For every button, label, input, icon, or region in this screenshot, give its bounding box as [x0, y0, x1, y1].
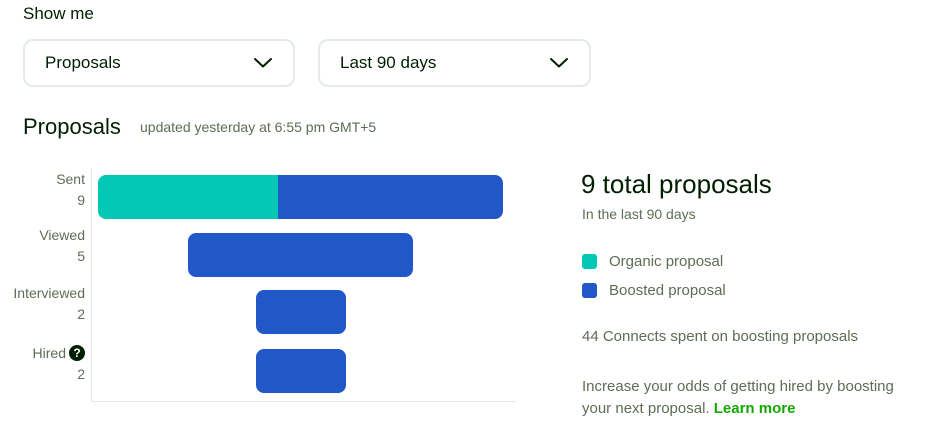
stage-label-hired: Hired? 2	[33, 343, 85, 385]
stage-label-interviewed: Interviewed 2	[13, 283, 85, 325]
funnel-bar-sent	[98, 175, 503, 219]
stage-name: Interviewed	[13, 285, 85, 301]
show-me-heading: Show me	[23, 4, 94, 23]
boosted-segment	[188, 233, 413, 277]
boosted-segment	[255, 290, 346, 334]
stage-label-viewed: Viewed 5	[39, 225, 85, 267]
stage-name: Sent	[56, 171, 85, 187]
date-range-select[interactable]: Last 90 days	[318, 39, 591, 87]
proposal-type-select-value: Proposals	[45, 53, 121, 72]
chevron-down-icon	[549, 53, 569, 73]
boost-promo-text: Increase your odds of getting hired by b…	[582, 378, 894, 417]
chart-axis-left	[91, 168, 92, 401]
boosted-segment	[278, 175, 503, 219]
proposals-funnel-chart: Sent 9 Viewed 5 Interviewed 2 Hired? 2	[0, 160, 540, 410]
chevron-down-icon	[253, 53, 273, 73]
boosted-segment	[255, 349, 346, 393]
section-title: Proposals	[23, 114, 121, 139]
legend-boosted-label: Boosted proposal	[609, 282, 726, 299]
funnel-bar-viewed	[188, 233, 413, 277]
proposal-type-select[interactable]: Proposals	[23, 39, 295, 87]
legend-boosted: Boosted proposal	[582, 282, 726, 299]
stage-label-sent: Sent 9	[56, 169, 85, 211]
funnel-bar-interviewed	[255, 290, 346, 334]
total-proposals-subtitle: In the last 90 days	[582, 206, 696, 222]
stage-count: 2	[77, 306, 85, 322]
connects-spent-text: 44 Connects spent on boosting proposals	[582, 328, 859, 345]
funnel-bar-hired	[255, 349, 346, 393]
boost-promo: Increase your odds of getting hired by b…	[582, 376, 927, 420]
legend-organic: Organic proposal	[582, 253, 723, 270]
total-proposals-title: 9 total proposals	[581, 169, 772, 199]
question-circle-icon[interactable]: ?	[69, 345, 85, 361]
stage-name: Viewed	[39, 227, 85, 243]
boosted-swatch	[582, 283, 597, 298]
chart-axis-bottom	[91, 401, 516, 402]
stage-count: 9	[77, 192, 85, 208]
stage-count: 2	[77, 366, 85, 382]
date-range-select-value: Last 90 days	[340, 53, 437, 72]
legend-organic-label: Organic proposal	[609, 253, 724, 270]
learn-more-link[interactable]: Learn more	[713, 400, 796, 417]
updated-timestamp: updated yesterday at 6:55 pm GMT+5	[140, 119, 377, 135]
organic-swatch	[582, 254, 597, 269]
stage-count: 5	[77, 248, 85, 264]
stage-name: Hired	[32, 345, 66, 361]
organic-segment	[98, 175, 278, 219]
